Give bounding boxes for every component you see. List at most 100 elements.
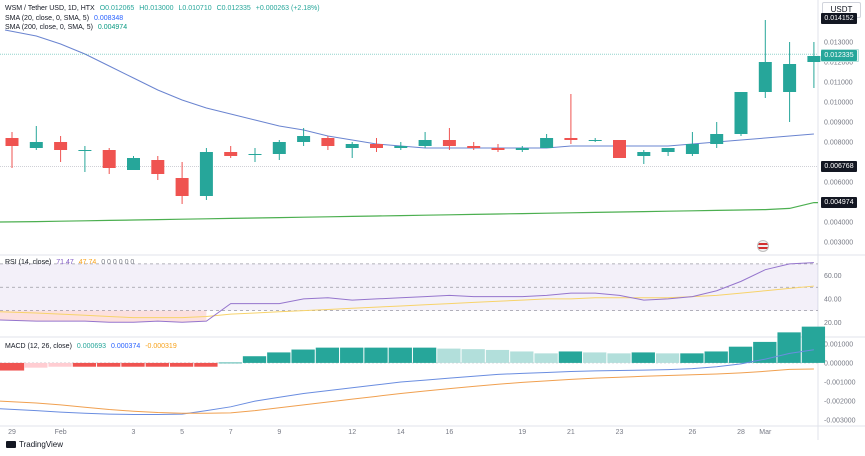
candle-body: [783, 64, 797, 92]
macd-line: [0, 349, 814, 415]
macd-histogram-bar: [607, 353, 631, 363]
macd-histogram-bar: [558, 351, 583, 363]
candle-body: [321, 138, 335, 146]
macd-histogram-bar: [72, 362, 97, 367]
candle-body: [224, 152, 238, 156]
time-tick-label: 16: [446, 429, 454, 436]
candle-body: [151, 160, 165, 174]
macd-tick-label: -0.002000: [824, 399, 856, 406]
candle-body: [54, 142, 68, 150]
macd-histogram-bar: [267, 352, 291, 363]
macd-legend[interactable]: MACD (12, 26, close) 0.000693 0.000374 -…: [5, 342, 180, 351]
macd-line-value: 0.000374: [111, 343, 141, 350]
price-tick-label: 0.003000: [824, 240, 853, 247]
candle-body: [272, 142, 286, 154]
candle-body: [564, 138, 578, 140]
tradingview-logo[interactable]: TradingView: [6, 440, 63, 449]
price-tick-label: 0.012000: [824, 60, 853, 67]
candle-body: [710, 134, 724, 144]
macd-histogram-bar: [412, 347, 437, 363]
macd-histogram-bar: [631, 352, 655, 363]
candle-body: [29, 142, 43, 148]
time-tick-label: 26: [689, 429, 697, 436]
candle-body: [418, 140, 432, 146]
time-tick-label: 5: [180, 429, 184, 436]
candle-body: [5, 138, 19, 146]
candle-body: [248, 154, 262, 155]
low-value: L0.010710: [178, 5, 212, 12]
macd-histogram-bar: [340, 347, 364, 363]
macd-histogram-bar: [534, 353, 558, 363]
macd-hist-value: 0.000693: [76, 343, 107, 350]
price-tag: 0.014152: [821, 13, 857, 25]
macd-histogram-bar: [169, 362, 194, 367]
time-tick-label: Mar: [759, 429, 772, 436]
change-value: +0.000263 (+2.18%): [255, 5, 320, 12]
macd-histogram-bar: [242, 356, 267, 363]
time-tick-label: 19: [518, 429, 526, 436]
price-tick-label: 0.013000: [824, 40, 853, 47]
macd-histogram-bar: [583, 352, 607, 363]
us-flag-icon[interactable]: [757, 240, 769, 252]
candle-body: [588, 140, 602, 141]
open-value: O0.012065: [99, 5, 135, 12]
time-tick-label: 23: [616, 429, 624, 436]
rsi-legend[interactable]: RSI (14, close) 71.47 47.74 0 0 0 0 0 0: [5, 258, 137, 267]
macd-histogram-bar: [194, 362, 218, 367]
candle-body: [491, 148, 505, 150]
macd-histogram-bar: [121, 362, 145, 367]
ohlc-legend: WSM / Tether USD, 1D, HTX O0.012065 H0.0…: [5, 4, 323, 13]
sma200-label: SMA (200, close, 0, SMA, 5): [5, 24, 93, 31]
candle-body: [175, 178, 189, 196]
rsi-tick-label: 40.00: [824, 296, 842, 303]
price-tag: 0.012335: [821, 49, 857, 61]
macd-signal-value: -0.000319: [145, 343, 177, 350]
macd-histogram-bar: [485, 349, 510, 363]
sma200-legend[interactable]: SMA (200, close, 0, SMA, 5) 0.004974: [5, 23, 130, 32]
tradingview-logo-icon: [6, 441, 16, 448]
macd-histogram-bar: [704, 351, 728, 363]
macd-tick-label: 0.000000: [824, 360, 853, 367]
sma20-value: 0.008348: [93, 15, 124, 22]
macd-histogram-bar: [315, 347, 340, 363]
macd-histogram-bar: [437, 348, 461, 363]
candle-body: [297, 136, 311, 142]
tradingview-label: TradingView: [19, 440, 64, 449]
time-tick-label: Feb: [55, 429, 67, 436]
time-tick-label: 14: [397, 429, 405, 436]
macd-label: MACD (12, 26, close): [5, 343, 72, 350]
symbol-label[interactable]: WSM / Tether USD, 1D, HTX: [5, 5, 95, 12]
time-tick-label: 12: [348, 429, 356, 436]
candle-body: [758, 62, 772, 92]
candle-body: [685, 144, 699, 154]
candle-body: [661, 148, 675, 152]
price-tag: 0.006768: [821, 161, 857, 173]
time-tick-label: 28: [737, 429, 745, 436]
candle-body: [613, 140, 626, 158]
sma20-line: [4, 29, 814, 149]
candle-body: [78, 150, 92, 151]
rsi-value: 71.47: [56, 259, 74, 266]
candle-body: [467, 146, 481, 148]
price-tag: 0.004974: [821, 197, 857, 209]
macd-histogram-bar: [48, 362, 72, 367]
macd-histogram-bar: [777, 332, 801, 363]
macd-histogram-bar: [291, 349, 315, 363]
rsi-ma-value: 47.74: [78, 259, 97, 266]
time-tick-label: 7: [229, 429, 233, 436]
price-tick-label: 0.010000: [824, 100, 853, 107]
rsi-tick-label: 20.00: [824, 320, 842, 327]
candle-body: [199, 152, 213, 196]
sma200-value: 0.004974: [97, 24, 128, 31]
macd-tick-label: -0.003000: [824, 418, 856, 425]
sma20-legend[interactable]: SMA (20, close, 0, SMA, 5) 0.008348: [5, 14, 126, 23]
price-tick-label: 0.004000: [824, 220, 853, 227]
macd-histogram-bar: [680, 353, 704, 363]
rsi-extra: 0 0 0 0 0 0: [101, 259, 135, 266]
rsi-tick-label: 60.00: [824, 273, 842, 280]
price-tick-label: 0.011000: [824, 80, 853, 87]
price-tick-label: 0.009000: [824, 120, 853, 127]
macd-histogram-bar: [510, 351, 534, 363]
candle-body: [515, 148, 529, 150]
